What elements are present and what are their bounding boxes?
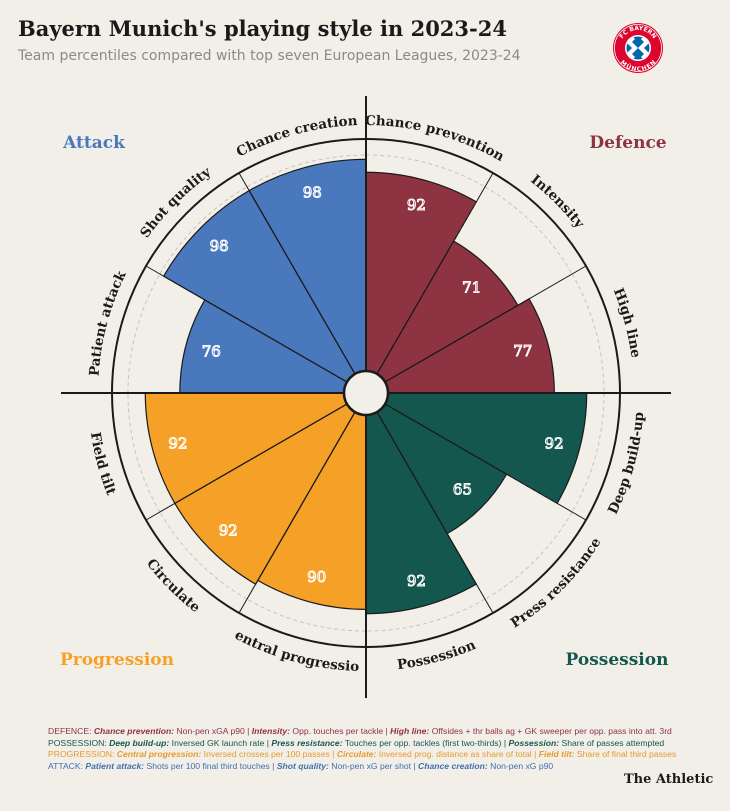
metric-label: Chance creation: [234, 113, 358, 160]
value-label: 77: [513, 342, 532, 360]
metric-label-text: Intensity: [528, 172, 588, 233]
sector-divider: [238, 172, 356, 375]
metric-label-text: Press resistance: [508, 535, 605, 632]
sector-divider: [238, 411, 356, 614]
sector-divider: [376, 172, 494, 375]
max-track: [365, 411, 486, 632]
metric-label: Intensity: [528, 172, 588, 233]
footnotes: DEFENCE: Chance prevention: Non-pen xGA …: [48, 726, 688, 772]
value-label: 71: [462, 278, 481, 296]
metric-label-text: Patient attack: [87, 268, 130, 377]
metric-label-text: Circulate: [143, 556, 203, 616]
value-label: 76: [202, 343, 221, 361]
value-label: 92: [168, 434, 187, 452]
metric-label: Deep build-up: [605, 411, 647, 516]
footnote-defence: DEFENCE: Chance prevention: Non-pen xGA …: [48, 726, 672, 736]
sector-divider: [145, 265, 348, 383]
value-label: 92: [407, 196, 426, 214]
value-label: 92: [545, 434, 564, 452]
metric-label: Circulate: [143, 556, 203, 616]
max-track: [246, 154, 367, 375]
max-track: [246, 411, 367, 632]
metric-label: Patient attack: [87, 268, 130, 377]
max-track: [384, 392, 605, 513]
brand-logo: The Athletic: [624, 772, 714, 787]
sector-divider: [145, 403, 348, 521]
group-label-possession: Possession: [566, 650, 669, 670]
max-track: [376, 403, 573, 600]
max-track: [159, 403, 356, 600]
max-track: [384, 273, 605, 394]
value-label: 65: [453, 480, 472, 498]
metric-label-text: Field tilt: [87, 431, 119, 498]
sector-divider: [384, 265, 587, 383]
metric-label-text: High line: [610, 286, 644, 359]
footnote-possession: POSSESSION: Deep build-up: Inversed GK l…: [48, 737, 665, 748]
metric-label-text: Chance creation: [234, 113, 358, 160]
chart-subtitle: Team percentiles compared with top seven…: [18, 48, 521, 64]
value-label: 98: [303, 183, 322, 201]
max-track: [127, 273, 348, 394]
value-label: 92: [407, 572, 426, 590]
sector-divider: [384, 403, 587, 521]
chart-title: Bayern Munich's playing style in 2023-24: [18, 16, 507, 41]
group-label-defence: Defence: [589, 133, 666, 153]
group-label-progression: Progression: [60, 650, 174, 670]
max-track: [127, 392, 348, 513]
center-hub: [342, 369, 390, 417]
club-badge-icon: FC BAYERN MÜNCHEN: [613, 23, 663, 73]
metric-label: Field tilt: [87, 431, 119, 498]
group-label-attack: Attack: [62, 133, 126, 153]
metric-label-text: Possession: [396, 637, 478, 673]
diamond-pattern-icon: [626, 36, 650, 60]
sector-divider: [376, 411, 494, 614]
max-track: [159, 186, 356, 383]
metric-label: High line: [610, 286, 644, 359]
metric-label: Possession: [396, 637, 478, 673]
footnote-attack: ATTACK: Patient attack: Shots per 100 fi…: [48, 760, 554, 771]
value-label: 92: [219, 522, 238, 540]
value-label: 90: [307, 568, 326, 586]
value-label: 98: [210, 237, 229, 255]
max-track: [365, 154, 486, 375]
max-track: [376, 186, 573, 383]
metric-label-text: Deep build-up: [605, 411, 647, 516]
footnote-progression: PROGRESSION: Central progression: Invers…: [48, 749, 677, 760]
metric-label: Press resistance: [508, 535, 605, 632]
